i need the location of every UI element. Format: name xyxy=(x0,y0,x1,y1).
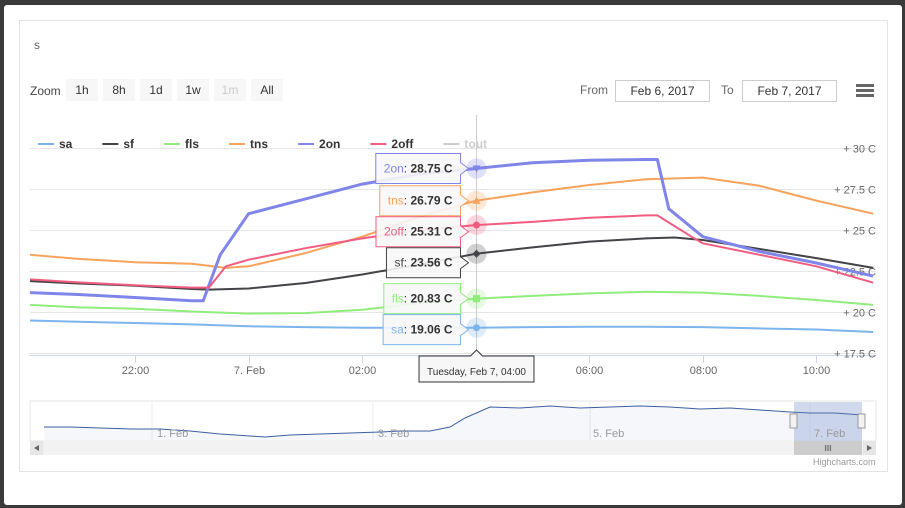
legend: sa sf fls tns 2on 2off tout xyxy=(38,137,487,151)
tooltip-box-tns xyxy=(379,185,470,217)
hamburger-menu-icon[interactable] xyxy=(856,84,874,98)
scroll-right-arrow-icon xyxy=(867,445,872,451)
tooltips: 2on: 28.75 C tns: 26.79 C 2off: 25.31 C sf:… xyxy=(375,153,535,383)
x-tick-label: 7. Feb xyxy=(234,365,265,377)
tooltip-box-2on xyxy=(375,153,470,185)
hover-markers xyxy=(466,158,487,338)
legend-item-fls[interactable]: fls xyxy=(185,137,199,151)
tooltip-box-sa xyxy=(382,314,470,346)
hover-marker-sa xyxy=(473,324,480,332)
legend-item-sa[interactable]: sa xyxy=(59,137,73,151)
x-axis-labels: 22:00 7. Feb 02:00 06:00 08:00 10:00 xyxy=(122,365,831,377)
navigator-label: 7. Feb xyxy=(814,428,845,440)
navigator-selection[interactable] xyxy=(794,402,862,441)
hover-marker-tns xyxy=(472,196,481,204)
legend-item-2off[interactable]: 2off xyxy=(391,137,414,151)
x-tick-label: 02:00 xyxy=(349,365,377,377)
legend-item-2on[interactable]: 2on xyxy=(319,137,340,151)
navigator: 1. Feb 3. Feb 5. Feb 7. Feb III xyxy=(29,400,877,455)
navigator-left-handle[interactable] xyxy=(789,413,798,429)
tooltip-header-box xyxy=(418,349,535,383)
legend-item-tns[interactable]: tns xyxy=(250,137,268,151)
zoom-1w-button[interactable]: 1w xyxy=(177,79,209,101)
navigator-right-handle[interactable] xyxy=(857,413,866,429)
highcharts-credit[interactable]: Highcharts.com xyxy=(813,457,876,467)
y-tick-label: + 20 C xyxy=(843,308,876,320)
tooltip-text-2on: 2on: 28.75 C xyxy=(384,162,453,176)
navigator-label: 3. Feb xyxy=(378,428,409,440)
tooltip-text-2off: 2off: 25.31 C xyxy=(384,225,453,239)
hover-marker-fls xyxy=(473,295,480,303)
x-tick-label: 10:00 xyxy=(803,365,831,377)
tooltip-box-2off xyxy=(375,216,470,248)
tooltip-header-text: Tuesday, Feb 7, 04:00 xyxy=(427,367,526,378)
tooltip-box-sf xyxy=(385,247,470,279)
navigator-series xyxy=(44,405,863,438)
zoom-1h-button[interactable]: 1h xyxy=(66,79,98,101)
x-tick-label: 06:00 xyxy=(576,365,604,377)
tooltip-box-fls xyxy=(383,283,470,315)
navigator-background xyxy=(29,400,877,442)
y-tick-label: + 25 C xyxy=(843,226,876,238)
y-tick-label: + 30 C xyxy=(843,144,876,156)
tooltip-text-sa: sa: 19.06 C xyxy=(391,323,453,337)
tooltip-text-fls: fls: 20.83 C xyxy=(392,292,453,306)
scrollbar-thumb[interactable] xyxy=(794,441,862,455)
from-label: From xyxy=(580,83,608,97)
to-label: To xyxy=(721,83,734,97)
hover-marker-2on xyxy=(472,165,481,173)
y-axis-labels: + 30 C+ 27.5 C+ 25 C+ 22.5 C+ 20 C+ 17.5… xyxy=(834,144,876,361)
x-tick-label: 08:00 xyxy=(690,365,718,377)
navigator-label: 5. Feb xyxy=(593,428,624,440)
zoom-1d-button[interactable]: 1d xyxy=(140,79,172,101)
scroll-left-arrow-icon xyxy=(34,445,39,451)
x-tick-label: 22:00 xyxy=(122,365,150,377)
to-date-input[interactable] xyxy=(742,80,837,102)
from-date-input[interactable] xyxy=(615,80,710,102)
tooltip-text-tns: tns: 26.79 C xyxy=(388,194,453,208)
y-tick-label: + 17.5 C xyxy=(834,349,876,361)
navigator-label: 1. Feb xyxy=(157,428,188,440)
scrollbar-track[interactable] xyxy=(30,441,876,455)
zoom-8h-button[interactable]: 8h xyxy=(103,79,135,101)
zoom-label: Zoom xyxy=(30,84,61,98)
chart-title: s xyxy=(34,38,40,52)
hover-marker-2off xyxy=(473,221,480,229)
zoom-all-button[interactable]: All xyxy=(251,79,283,101)
scrollbar-grip-icon: III xyxy=(825,444,832,453)
navigator-area xyxy=(44,406,862,440)
legend-item-sf[interactable]: sf xyxy=(123,137,135,151)
tooltip-text-sf: sf: 23.56 C xyxy=(394,256,452,270)
y-tick-label: + 27.5 C xyxy=(834,185,876,197)
zoom-1m-button[interactable]: 1m xyxy=(214,79,246,101)
hover-marker-sf xyxy=(472,249,481,258)
legend-item-tout[interactable]: tout xyxy=(464,137,487,151)
